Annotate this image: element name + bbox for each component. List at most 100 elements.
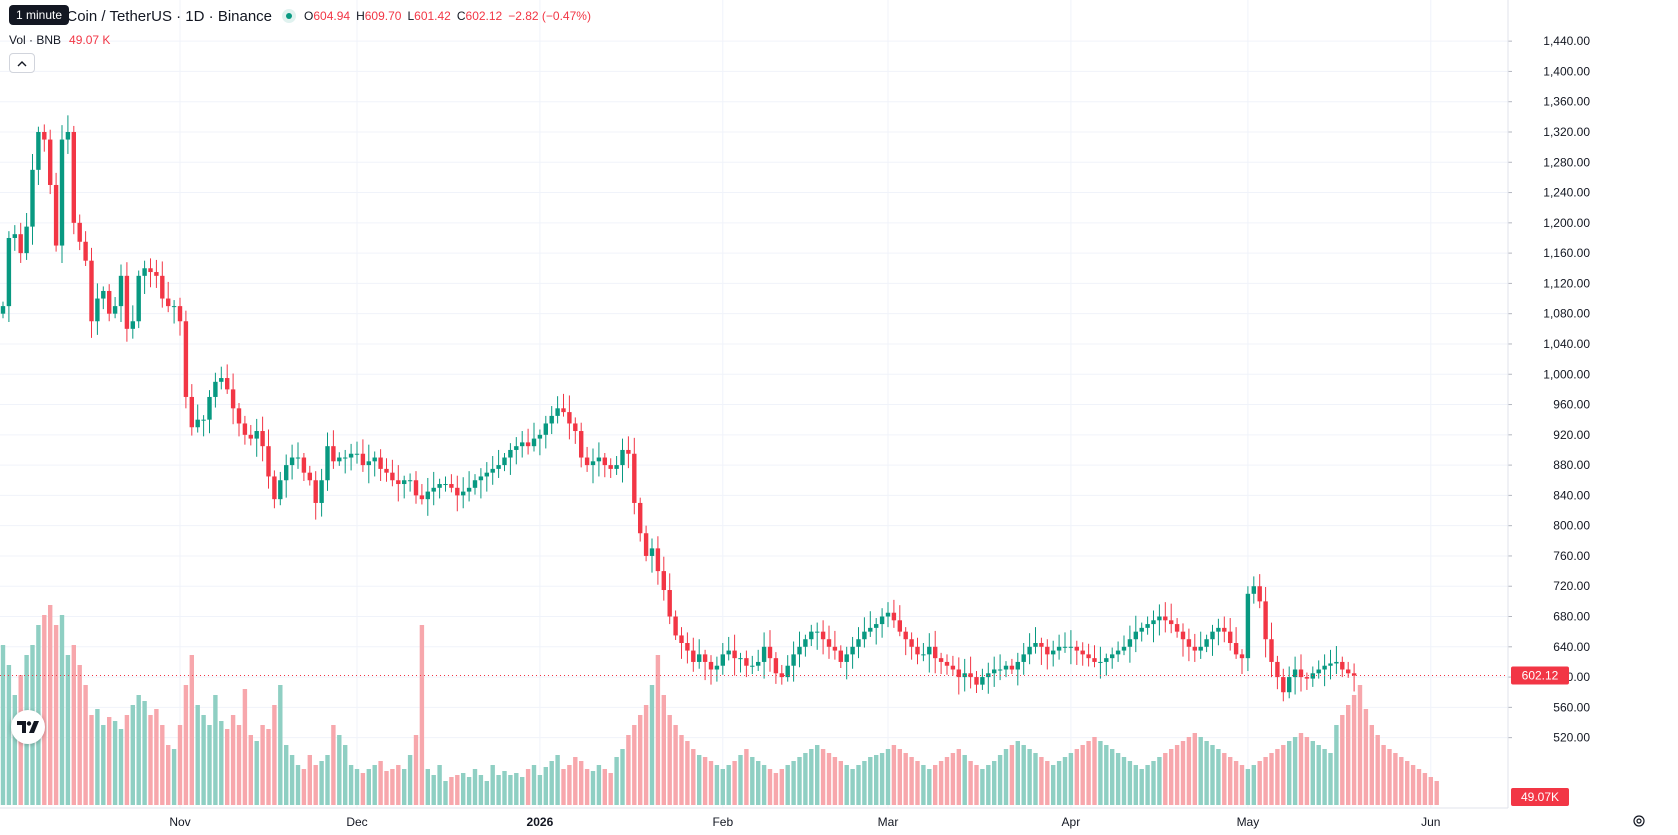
candle-body [1222, 627, 1227, 632]
volume-bar [1110, 749, 1115, 805]
volume-bar [225, 729, 230, 805]
candle-body [708, 661, 714, 670]
volume-bar [1062, 757, 1068, 805]
volume-bar [514, 773, 519, 805]
candle-body [24, 226, 29, 254]
candle-body [1056, 646, 1062, 651]
candle-body [803, 639, 808, 647]
volume-bar [177, 725, 183, 805]
volume-bar [65, 655, 71, 805]
volume-bar [1104, 745, 1109, 805]
volume-bar [1281, 745, 1286, 805]
price-tick-label: 800.00 [1553, 519, 1590, 533]
last-volume-label: 49.07K [1521, 790, 1559, 804]
volume-bar [1434, 781, 1439, 805]
candle-body [201, 419, 206, 421]
volume-bar [343, 745, 348, 805]
settings-gear-icon[interactable] [1630, 812, 1648, 830]
candle-body [1133, 631, 1138, 640]
volume-bar [820, 749, 826, 805]
volume-bar [986, 765, 991, 805]
price-tick-label: 880.00 [1553, 458, 1590, 472]
volume-bar [1410, 765, 1416, 805]
volume-bar [1127, 761, 1133, 805]
candle-body [1115, 650, 1121, 655]
volume-bar [372, 765, 377, 805]
time-tick-label: 2026 [527, 815, 554, 829]
candle-body [472, 480, 478, 488]
candle-body [679, 635, 684, 644]
candle-body [496, 465, 501, 469]
volume-bar [366, 769, 371, 805]
volume-bar [254, 741, 259, 805]
candle-body [177, 306, 183, 322]
volume-bar [1192, 733, 1197, 805]
candle-body [1033, 643, 1038, 647]
low-key: L [407, 9, 415, 23]
volume-bar [484, 781, 489, 805]
volume-bar [561, 769, 566, 805]
candle-body [160, 275, 165, 299]
candle-body [431, 487, 436, 492]
candle-body [856, 639, 861, 647]
volume-bar [1334, 725, 1339, 805]
candle-body [230, 389, 236, 409]
candle-body [207, 396, 212, 420]
change-value: −2.82 (−0.47%) [508, 9, 591, 23]
candle-body [838, 650, 843, 662]
market-status-dot-icon [282, 9, 297, 23]
volume-bar [756, 761, 761, 805]
candle-body [30, 169, 35, 227]
volume-bar [195, 705, 200, 805]
volume-bar [496, 775, 501, 805]
collapse-legend-button[interactable] [9, 53, 35, 73]
volume-bar [101, 725, 106, 805]
volume-bar [702, 757, 708, 805]
volume-bar [608, 773, 613, 805]
candle-body [832, 646, 838, 651]
candle-body [850, 646, 855, 655]
volume-bar [638, 715, 643, 805]
volume-bar [1375, 735, 1380, 805]
candle-body [1292, 669, 1298, 678]
candle-body [1139, 627, 1144, 632]
volume-bar [714, 765, 720, 805]
candle-body [284, 465, 289, 481]
candle-body [1251, 586, 1256, 594]
volume-bar [1003, 749, 1009, 805]
volume-bar [1009, 745, 1015, 805]
candle-body [1157, 616, 1162, 621]
volume-name[interactable]: Vol · BNB [9, 33, 62, 47]
candle-body [1304, 677, 1310, 679]
candle-body [626, 449, 631, 454]
candle-body [77, 222, 82, 242]
volume-bar [797, 757, 802, 805]
volume-bar [472, 769, 478, 805]
candle-body [844, 654, 849, 662]
volume-bar [1145, 765, 1150, 805]
candle-body [508, 449, 513, 458]
volume-bar [171, 749, 177, 805]
candle-body [980, 677, 985, 685]
candle-body [484, 472, 489, 477]
volume-bar [207, 725, 212, 805]
candle-body [171, 306, 177, 308]
candle-body [343, 457, 348, 459]
candle-body [555, 408, 560, 416]
candle-body [714, 665, 720, 670]
tradingview-logo-icon[interactable] [11, 710, 45, 744]
candle-body [909, 639, 914, 647]
candle-body [1074, 646, 1079, 651]
time-tick-label: Nov [169, 815, 190, 829]
candle-body [42, 131, 47, 140]
candle-body [561, 408, 566, 413]
symbol-title[interactable]: Binance Coin / TetherUS · 1D · Binance [8, 7, 273, 25]
candle-body [685, 643, 690, 651]
price-tick-label: 1,400.00 [1543, 64, 1590, 78]
candle-body [956, 669, 961, 678]
candle-layer [0, 115, 1357, 702]
volume-bar [1180, 741, 1186, 805]
volume-bar [136, 695, 141, 805]
volume-bar [307, 755, 312, 805]
